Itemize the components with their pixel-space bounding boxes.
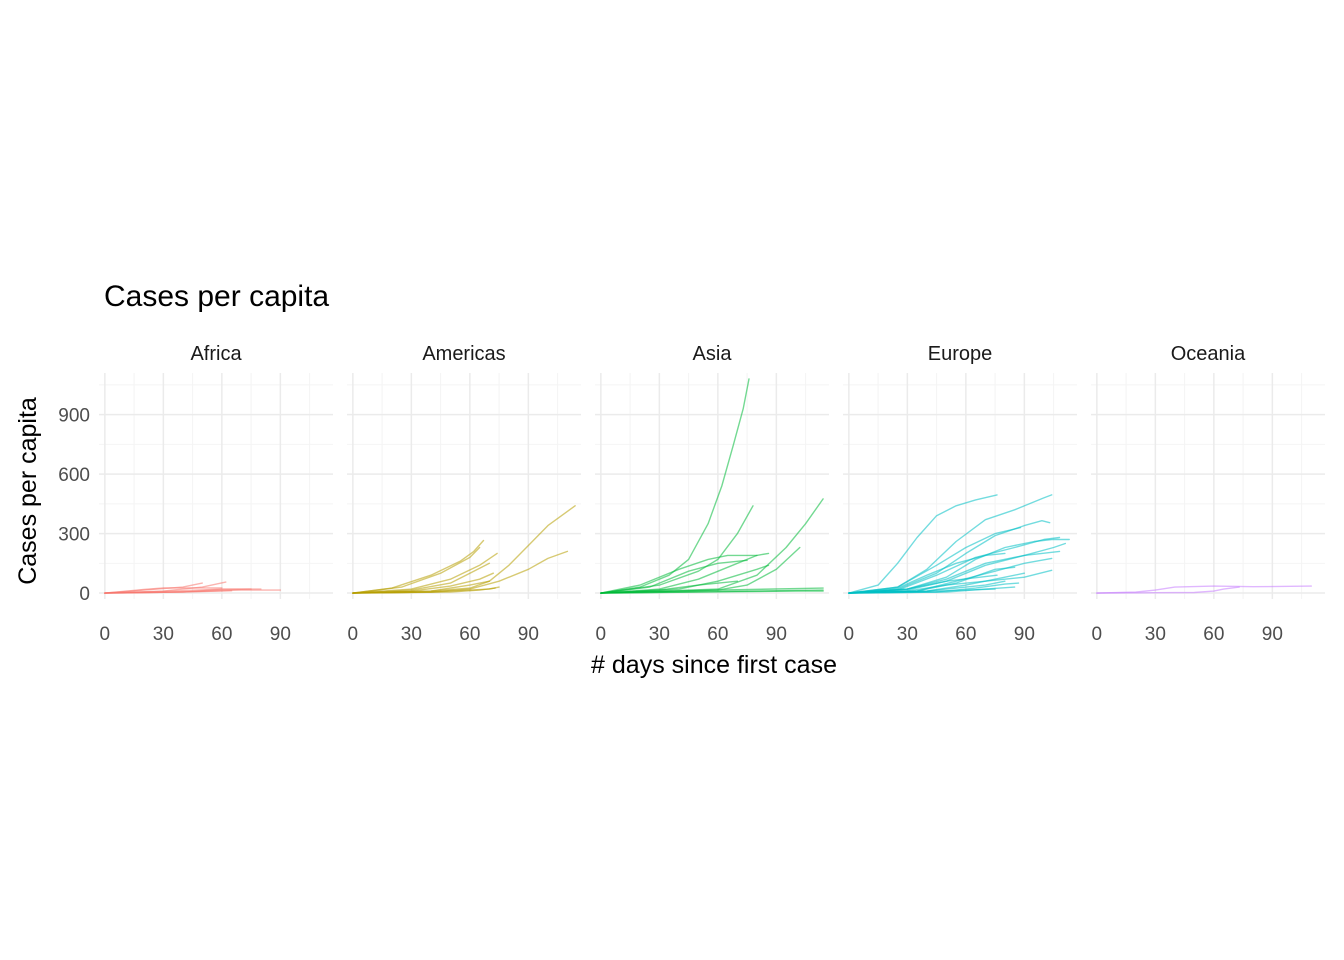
x-tick-label: 0	[348, 624, 359, 645]
series-line-oceania-2	[1096, 586, 1240, 594]
series-line-europe-4	[848, 538, 1070, 594]
series-line-asia-9	[600, 580, 739, 594]
series-line-africa-5	[104, 587, 223, 594]
chart-title: Cases per capita	[104, 280, 329, 313]
x-tick-label: 0	[100, 624, 111, 645]
series-line-europe-11	[848, 552, 1006, 594]
series-line-americas-1	[352, 539, 485, 594]
x-tick-label: 90	[1014, 624, 1035, 645]
y-axis-title: Cases per capita	[14, 397, 42, 585]
x-tick-label: 30	[649, 624, 670, 645]
x-tick-label: 90	[766, 624, 787, 645]
series-line-asia-7	[600, 552, 770, 594]
series-line-americas-4	[352, 505, 576, 594]
series-line-europe-17	[848, 580, 1006, 594]
facet-panel-europe: Europe 0 30 60 90	[843, 343, 1077, 645]
facet-label-oceania: Oceania	[1171, 343, 1246, 365]
x-tick-label: 0	[1092, 624, 1103, 645]
series-line-asia-6	[600, 559, 748, 594]
series-line-asia-5	[600, 554, 758, 594]
series-line-europe-18	[848, 574, 998, 594]
facet-panel-asia: Asia 0 30 60 90	[595, 343, 829, 645]
facet-panel-oceania: Oceania 0 30 60 90	[1091, 343, 1325, 645]
series-line-europe-6	[848, 542, 1067, 594]
facet-label-asia: Asia	[693, 343, 733, 365]
facet-label-africa: Africa	[190, 343, 242, 365]
series-line-europe-7	[848, 526, 1022, 594]
series-line-asia-12	[600, 590, 824, 594]
y-tick-label: 300	[58, 525, 90, 546]
x-tick-label: 60	[1203, 624, 1224, 645]
x-tick-label: 30	[401, 624, 422, 645]
facet-panel-americas: Americas 0 30 60 90	[347, 343, 581, 645]
x-tick-label: 90	[270, 624, 291, 645]
facet-label-europe: Europe	[928, 343, 993, 365]
y-tick-label: 600	[58, 465, 90, 486]
x-tick-label: 30	[897, 624, 918, 645]
y-tick-label: 0	[79, 584, 90, 605]
series-line-asia-2	[600, 505, 754, 594]
x-tick-label: 90	[1262, 624, 1283, 645]
x-tick-label: 60	[955, 624, 976, 645]
x-tick-label: 0	[844, 624, 855, 645]
facet-label-americas: Americas	[422, 343, 505, 365]
series-line-europe-1	[848, 494, 998, 594]
x-tick-label: 90	[518, 624, 539, 645]
series-line-asia-3	[600, 498, 824, 594]
series-line-africa-7	[104, 590, 233, 594]
x-tick-label: 30	[153, 624, 174, 645]
series-line-oceania-1	[1096, 585, 1313, 594]
x-tick-label: 60	[459, 624, 480, 645]
series-line-americas-10	[352, 587, 496, 594]
series-line-asia-1	[600, 378, 750, 594]
x-tick-label: 0	[596, 624, 607, 645]
series-line-europe-3	[848, 520, 1051, 594]
x-axis-title: # days since first case	[591, 651, 837, 679]
x-tick-label: 60	[707, 624, 728, 645]
x-tick-label: 60	[211, 624, 232, 645]
x-tick-label: 30	[1145, 624, 1166, 645]
series-line-americas-2	[352, 546, 481, 594]
y-tick-label: 900	[58, 406, 90, 427]
